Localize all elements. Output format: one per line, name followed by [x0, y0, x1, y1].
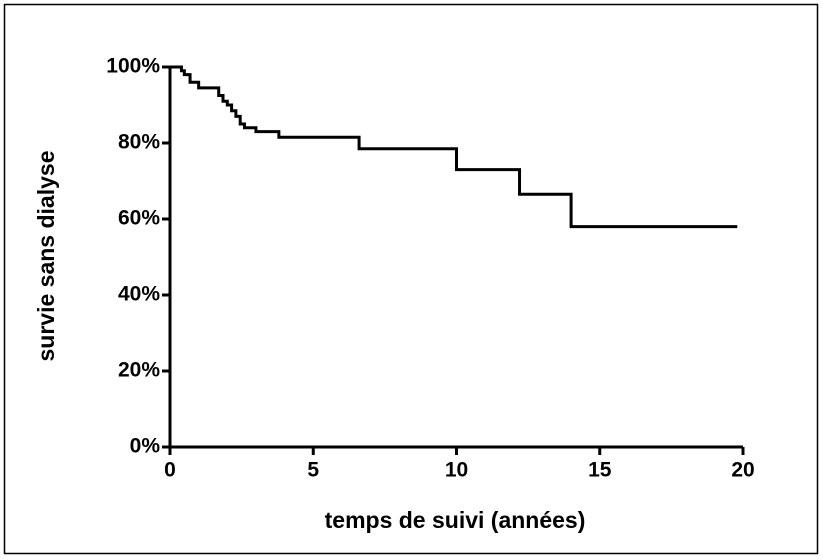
y-tick-label: 0% — [130, 435, 161, 458]
x-tick-label: 15 — [588, 459, 612, 482]
survival-curve — [170, 65, 738, 229]
x-tick-label: 10 — [445, 459, 468, 482]
x-tick-label: 5 — [307, 459, 319, 482]
y-tick-label: 40% — [118, 283, 160, 306]
y-tick-label: 80% — [118, 131, 160, 154]
x-axis-label: temps de suivi (années) — [325, 507, 586, 533]
x-tick-label: 20 — [731, 459, 754, 482]
y-tick-label: 20% — [118, 359, 160, 382]
y-tick-label: 100% — [106, 55, 160, 78]
x-tick-label: 0 — [164, 459, 176, 482]
frame — [3, 3, 819, 555]
y-tick-label: 60% — [118, 207, 160, 230]
y-axis-label: survie sans dialyse — [33, 151, 59, 362]
